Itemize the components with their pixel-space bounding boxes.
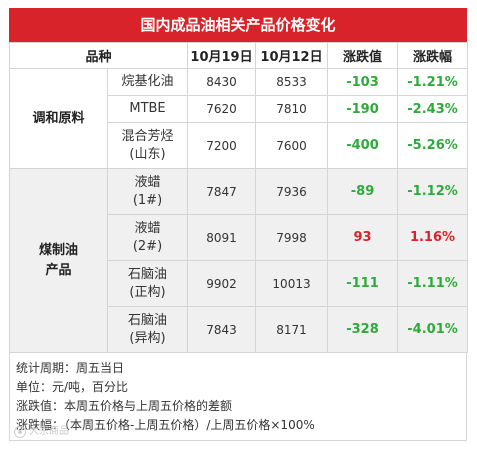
group-label-line: 煤制油 — [38, 242, 78, 258]
table-row: MTBE 7620 7810 -190 -2.43% — [10, 95, 469, 123]
header-date-previous: 10月12日 — [255, 42, 329, 69]
group-label-line: 调和原料 — [32, 110, 85, 126]
change-value: -400 — [327, 122, 399, 169]
price-previous: 10013 — [255, 260, 329, 307]
product-name-line: 石脑油 — [128, 312, 168, 328]
group-label-blend: 调和原料 — [9, 68, 108, 169]
change-percent: -2.43% — [397, 95, 469, 123]
product-name-line: (1#) — [132, 192, 163, 208]
price-current: 8091 — [187, 214, 257, 261]
price-previous: 8171 — [255, 306, 329, 353]
product-name: MTBE — [106, 95, 189, 123]
change-percent: -1.12% — [397, 168, 469, 215]
product-name: 烷基化油 — [106, 68, 189, 96]
product-name-line: 石脑油 — [128, 266, 168, 282]
table-row: 调和原料 烷基化油 8430 8533 -103 -1.21% — [9, 68, 469, 169]
table-title: 国内成品油相关产品价格变化 — [9, 8, 467, 42]
watermark-text: 大宗商品 — [29, 426, 69, 437]
price-previous: 8533 — [255, 68, 329, 96]
watermark: 大宗商品 — [14, 422, 69, 441]
change-percent: 1.16% — [397, 214, 469, 261]
product-name-line: (2#) — [132, 238, 163, 254]
change-value: -103 — [327, 68, 399, 96]
price-current: 7847 — [187, 168, 257, 215]
table-row: 混合芳烃 (山东) 7200 7600 -400 -5.26% — [10, 122, 469, 169]
product-name: 液蜡 (2#) — [106, 214, 189, 261]
price-table: 品种 10月19日 10月12日 涨跌值 涨跌幅 调和原料 烷基化油 8430 … — [8, 42, 469, 353]
price-table-card: 国内成品油相关产品价格变化 品种 10月19日 10月12日 涨跌值 涨跌幅 调… — [8, 8, 469, 441]
price-current: 7200 — [187, 122, 257, 169]
price-current: 8430 — [187, 68, 257, 96]
change-percent: -1.21% — [397, 68, 469, 96]
product-name: 液蜡 (1#) — [106, 168, 189, 215]
product-name-line: (正构) — [129, 284, 166, 300]
table-row: 煤制油产品 液蜡 (1#) 7847 7936 -89 -1.12% — [9, 168, 469, 353]
note-unit: 单位：元/吨，百分比 — [16, 380, 129, 394]
product-name-line: 液蜡 — [134, 174, 161, 190]
header-date-current: 10月19日 — [187, 42, 257, 69]
header-row: 品种 10月19日 10月12日 涨跌值 涨跌幅 — [8, 42, 469, 69]
table-row: 石脑油 (异构) 7843 8171 -328 -4.01% — [10, 306, 469, 353]
change-percent: -4.01% — [397, 306, 469, 353]
change-value: -89 — [327, 168, 399, 215]
change-percent: -1.11% — [397, 260, 469, 307]
change-value: -190 — [327, 95, 399, 123]
product-name: 石脑油 (正构) — [106, 260, 189, 307]
price-previous: 7810 — [255, 95, 329, 123]
note-period: 统计周期：周五当日 — [16, 361, 125, 375]
product-name-line: 液蜡 — [134, 220, 161, 236]
table-row: 石脑油 (正构) 9902 10013 -111 -1.11% — [10, 260, 469, 307]
price-previous: 7936 — [255, 168, 329, 215]
product-name-line: (山东) — [129, 146, 166, 162]
change-value: 93 — [327, 214, 399, 261]
change-percent: -5.26% — [397, 122, 469, 169]
header-change-value: 涨跌值 — [327, 42, 399, 69]
price-current: 7620 — [187, 95, 257, 123]
product-name-line: MTBE — [129, 101, 166, 116]
product-name: 混合芳烃 (山东) — [106, 122, 189, 169]
product-name-line: 烷基化油 — [121, 74, 174, 89]
group-label-coal: 煤制油 产品 — [9, 168, 108, 353]
header-change-percent: 涨跌幅 — [397, 42, 469, 69]
group-label-line: 产品 — [45, 262, 72, 278]
table-row: 液蜡 (2#) 8091 7998 93 1.16% — [10, 214, 469, 261]
product-name-line: 混合芳烃 — [121, 128, 174, 144]
change-value: -111 — [327, 260, 399, 307]
watermark-logo-icon — [14, 425, 26, 438]
price-previous: 7600 — [255, 122, 329, 169]
price-current: 9902 — [187, 260, 257, 307]
table-notes: 统计周期：周五当日 单位：元/吨，百分比 涨跌值：本周五价格与上周五价格的差额 … — [9, 353, 467, 441]
price-current: 7843 — [187, 306, 257, 353]
product-name: 石脑油 (异构) — [106, 306, 189, 353]
change-value: -328 — [327, 306, 399, 353]
price-previous: 7998 — [255, 214, 329, 261]
product-name-line: (异构) — [129, 330, 166, 346]
note-change-percent: 涨跌幅：（本周五价格-上周五价格）/上周五价格×100% — [16, 418, 315, 432]
note-change-value: 涨跌值：本周五价格与上周五价格的差额 — [16, 399, 233, 413]
header-variety: 品种 — [8, 42, 189, 69]
